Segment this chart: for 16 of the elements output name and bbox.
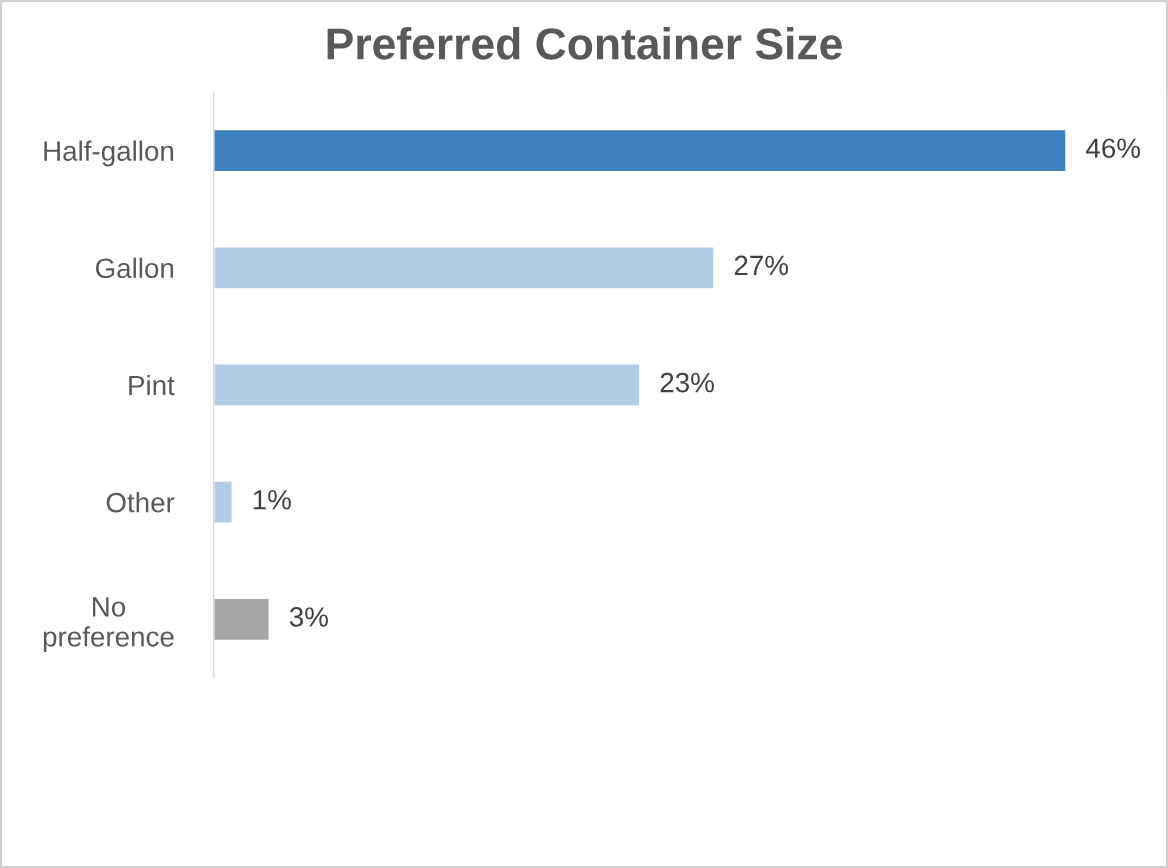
bar: [213, 597, 271, 642]
bar: [213, 245, 715, 290]
data-label: 23%: [660, 372, 714, 393]
data-label: 1%: [253, 490, 291, 510]
data-label: 27%: [734, 255, 789, 276]
data-label: 46%: [1086, 138, 1141, 159]
data-label: 3%: [289, 607, 328, 627]
y-tick-label: Other: [106, 492, 175, 513]
bar: [213, 128, 1067, 173]
y-tick-label: Half-gallon: [44, 140, 174, 167]
y-tick-label: No preference: [43, 597, 174, 653]
chart-title: Preferred Container Size: [327, 27, 842, 60]
y-tick-label: Gallon: [95, 257, 174, 279]
y-tick-label: Pint: [129, 374, 175, 396]
bar: [213, 480, 233, 524]
bar: [213, 363, 641, 407]
